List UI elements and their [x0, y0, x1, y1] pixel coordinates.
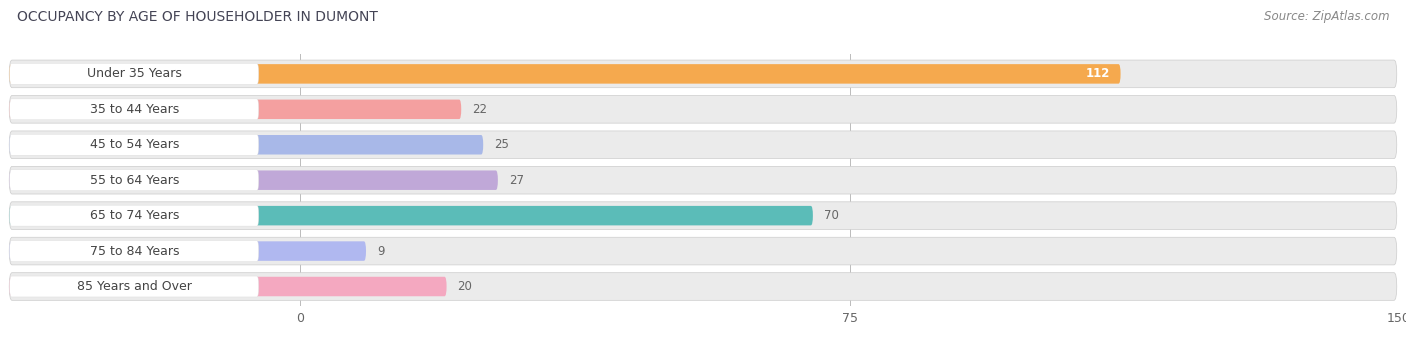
FancyBboxPatch shape: [10, 99, 259, 120]
FancyBboxPatch shape: [10, 135, 484, 154]
FancyBboxPatch shape: [10, 277, 447, 296]
FancyBboxPatch shape: [10, 202, 1396, 230]
FancyBboxPatch shape: [10, 170, 259, 191]
FancyBboxPatch shape: [10, 166, 1396, 194]
FancyBboxPatch shape: [10, 241, 259, 261]
FancyBboxPatch shape: [10, 96, 1396, 123]
Text: 65 to 74 Years: 65 to 74 Years: [90, 209, 179, 222]
FancyBboxPatch shape: [10, 134, 259, 155]
FancyBboxPatch shape: [10, 60, 1396, 88]
Text: 35 to 44 Years: 35 to 44 Years: [90, 103, 179, 116]
Text: Under 35 Years: Under 35 Years: [87, 67, 181, 80]
FancyBboxPatch shape: [10, 276, 259, 297]
FancyBboxPatch shape: [10, 170, 498, 190]
FancyBboxPatch shape: [10, 64, 259, 84]
FancyBboxPatch shape: [10, 131, 1396, 158]
Text: 9: 9: [377, 244, 384, 258]
Text: 75 to 84 Years: 75 to 84 Years: [90, 244, 179, 258]
Text: 27: 27: [509, 174, 524, 187]
Text: 70: 70: [824, 209, 839, 222]
Text: 25: 25: [495, 138, 509, 151]
Text: Source: ZipAtlas.com: Source: ZipAtlas.com: [1264, 10, 1389, 23]
Text: 22: 22: [472, 103, 488, 116]
Text: 55 to 64 Years: 55 to 64 Years: [90, 174, 179, 187]
FancyBboxPatch shape: [10, 237, 1396, 265]
Text: OCCUPANCY BY AGE OF HOUSEHOLDER IN DUMONT: OCCUPANCY BY AGE OF HOUSEHOLDER IN DUMON…: [17, 10, 378, 24]
FancyBboxPatch shape: [10, 241, 366, 261]
Text: 112: 112: [1085, 67, 1109, 80]
Text: 45 to 54 Years: 45 to 54 Years: [90, 138, 179, 151]
Text: 85 Years and Over: 85 Years and Over: [77, 280, 191, 293]
FancyBboxPatch shape: [10, 64, 1121, 84]
FancyBboxPatch shape: [10, 206, 813, 225]
FancyBboxPatch shape: [10, 205, 259, 226]
Text: 20: 20: [457, 280, 472, 293]
FancyBboxPatch shape: [10, 100, 461, 119]
FancyBboxPatch shape: [10, 273, 1396, 300]
